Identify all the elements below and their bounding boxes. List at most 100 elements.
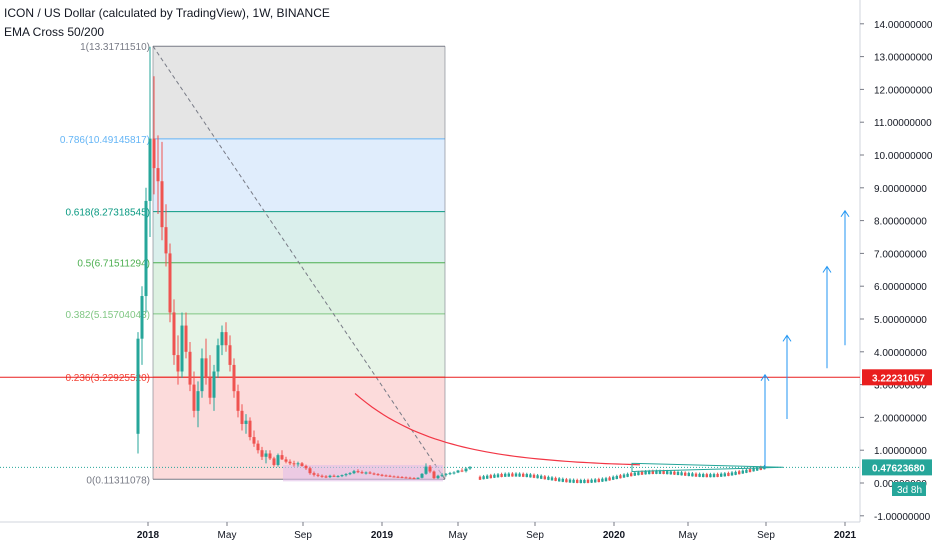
candle-body [633,472,636,476]
fib-label-5: 0.236(3.22925520) [65,373,150,384]
candle-body [590,479,593,483]
horizontal-line-price-tag-bg [862,369,932,386]
candle-body [304,465,308,469]
candle-body [748,469,752,473]
candle-body [220,332,224,346]
x-tick-label: Sep [294,530,312,541]
candle-body [236,391,240,411]
candle-body [376,474,380,476]
candle-body [568,479,572,483]
candle-body [296,463,300,465]
candle-body [232,364,236,392]
candle-body [626,473,629,477]
candle-body [486,475,489,479]
candle-body [734,471,737,475]
y-tick-label: 8.00000000 [874,217,927,228]
candle-body [188,351,192,385]
candle-body [565,479,568,483]
candle-body [280,455,284,460]
candle-body [248,420,252,438]
candle-body [637,472,640,476]
candle-body [727,472,730,476]
candle-body [496,474,500,478]
candle-body [448,473,452,475]
x-tick-label: Sep [757,530,775,541]
candle-body [148,138,152,201]
candle-body [662,471,665,475]
horizontal-line-price-tag: 3.22231057 [872,373,925,384]
y-tick-label: 12.00000000 [874,85,932,96]
candle-body [680,472,683,476]
candle-body [687,473,690,477]
candle-body [308,468,312,474]
last-price-tag: 0.47623680 [872,463,925,474]
x-tick-label: May [679,530,698,541]
candle-body [152,138,156,169]
candle-body [208,378,212,398]
candle-body [180,325,184,372]
candle-body [698,473,701,477]
candle-body [436,475,440,479]
candle-body [759,466,762,470]
x-tick-label: May [218,530,237,541]
candle-body [384,475,388,477]
x-tick-label: 2021 [834,530,857,541]
candle-body [547,476,550,480]
candle-body [558,478,561,482]
candle-body [176,355,180,372]
candle-body [324,476,328,478]
candle-body [456,470,460,473]
candle-body [344,474,348,476]
candle-body [396,476,400,478]
candle-body [416,477,420,479]
fib-zone-3 [153,262,445,314]
candle-body [478,476,482,480]
fib-label-2: 0.618(8.27318545) [65,208,150,219]
y-tick-label: 1.00000000 [874,446,927,457]
candle-body [284,459,288,462]
indicator-label: EMA Cross 50/200 [4,25,105,39]
pennant-triangle [631,462,784,473]
candle-body [741,470,744,474]
y-tick-label: 7.00000000 [874,249,927,260]
candle-body [622,474,626,478]
candle-body [300,463,304,466]
fib-label-1: 0.786(10.49145817) [60,135,150,146]
candle-body [292,463,296,465]
candle-body [212,371,216,398]
y-tick-label: 10.00000000 [874,151,932,162]
candle-body [554,477,557,481]
fib-label-6: 0(0.11311078) [86,475,150,486]
y-tick-label: 3.00000000 [874,381,927,392]
y-tick-label: 5.00000000 [874,315,927,326]
candle-body [260,450,264,457]
candle-body [543,476,546,480]
candle-body [256,443,260,451]
y-tick-label: 2.00000000 [874,413,927,424]
candle-body [579,480,582,484]
candle-body [468,467,472,469]
candle-body [184,325,188,352]
candle-body [268,453,272,459]
projection-arrow-head [782,334,792,342]
candle-body [140,296,144,339]
decay-curve [354,393,641,466]
y-tick-label: 4.00000000 [874,348,927,359]
candle-body [525,474,528,478]
candle-body [428,466,432,472]
candle-body [709,474,712,478]
candle-body [738,471,741,475]
candle-body [240,410,244,424]
candle-body [368,472,372,474]
candle-body [440,474,444,476]
candle-body [676,471,680,475]
fib-zone-0 [153,46,445,139]
candle-body [336,476,340,478]
x-tick-label: 2018 [137,530,160,541]
y-tick-label: 11.00000000 [874,118,932,129]
candle-body [412,478,416,480]
candle-body [550,477,554,481]
x-tick-label: 2019 [371,530,394,541]
x-tick-label: 2020 [603,530,626,541]
